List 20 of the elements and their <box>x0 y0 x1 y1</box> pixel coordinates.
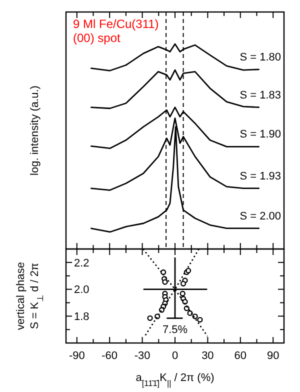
series-label: S = 2.00 <box>240 210 281 222</box>
y-tick-label: 1.8 <box>74 310 90 323</box>
series-label: S = 1.80 <box>240 51 281 64</box>
x-tick-label: 90 <box>266 350 280 362</box>
x-tick-label: -30 <box>134 350 150 362</box>
x-tick-label: 60 <box>234 350 247 362</box>
x-tick-label: 0 <box>172 350 178 362</box>
chart-subtitle: (00) spot <box>73 31 122 45</box>
series-label: S = 1.83 <box>240 89 281 102</box>
x-tick-label: 30 <box>202 350 214 362</box>
y-axis-title: log. intensity (a.u.) <box>29 86 41 176</box>
x-tick-label: -60 <box>102 350 118 362</box>
x-tick-label: -90 <box>68 350 85 362</box>
y-tick-label: 2.2 <box>74 257 90 270</box>
x-axis-title: a$_{[11̄1̄]}$K$_{||}$ / 2π (%) <box>136 372 214 388</box>
series-label: S = 1.93 <box>240 170 281 182</box>
annotation: 7.5% <box>162 324 188 336</box>
series-label: S = 1.90 <box>240 128 281 141</box>
chart-title: 9 Ml Fe/Cu(311) <box>73 17 159 31</box>
y-tick-label: 2.0 <box>74 284 90 296</box>
